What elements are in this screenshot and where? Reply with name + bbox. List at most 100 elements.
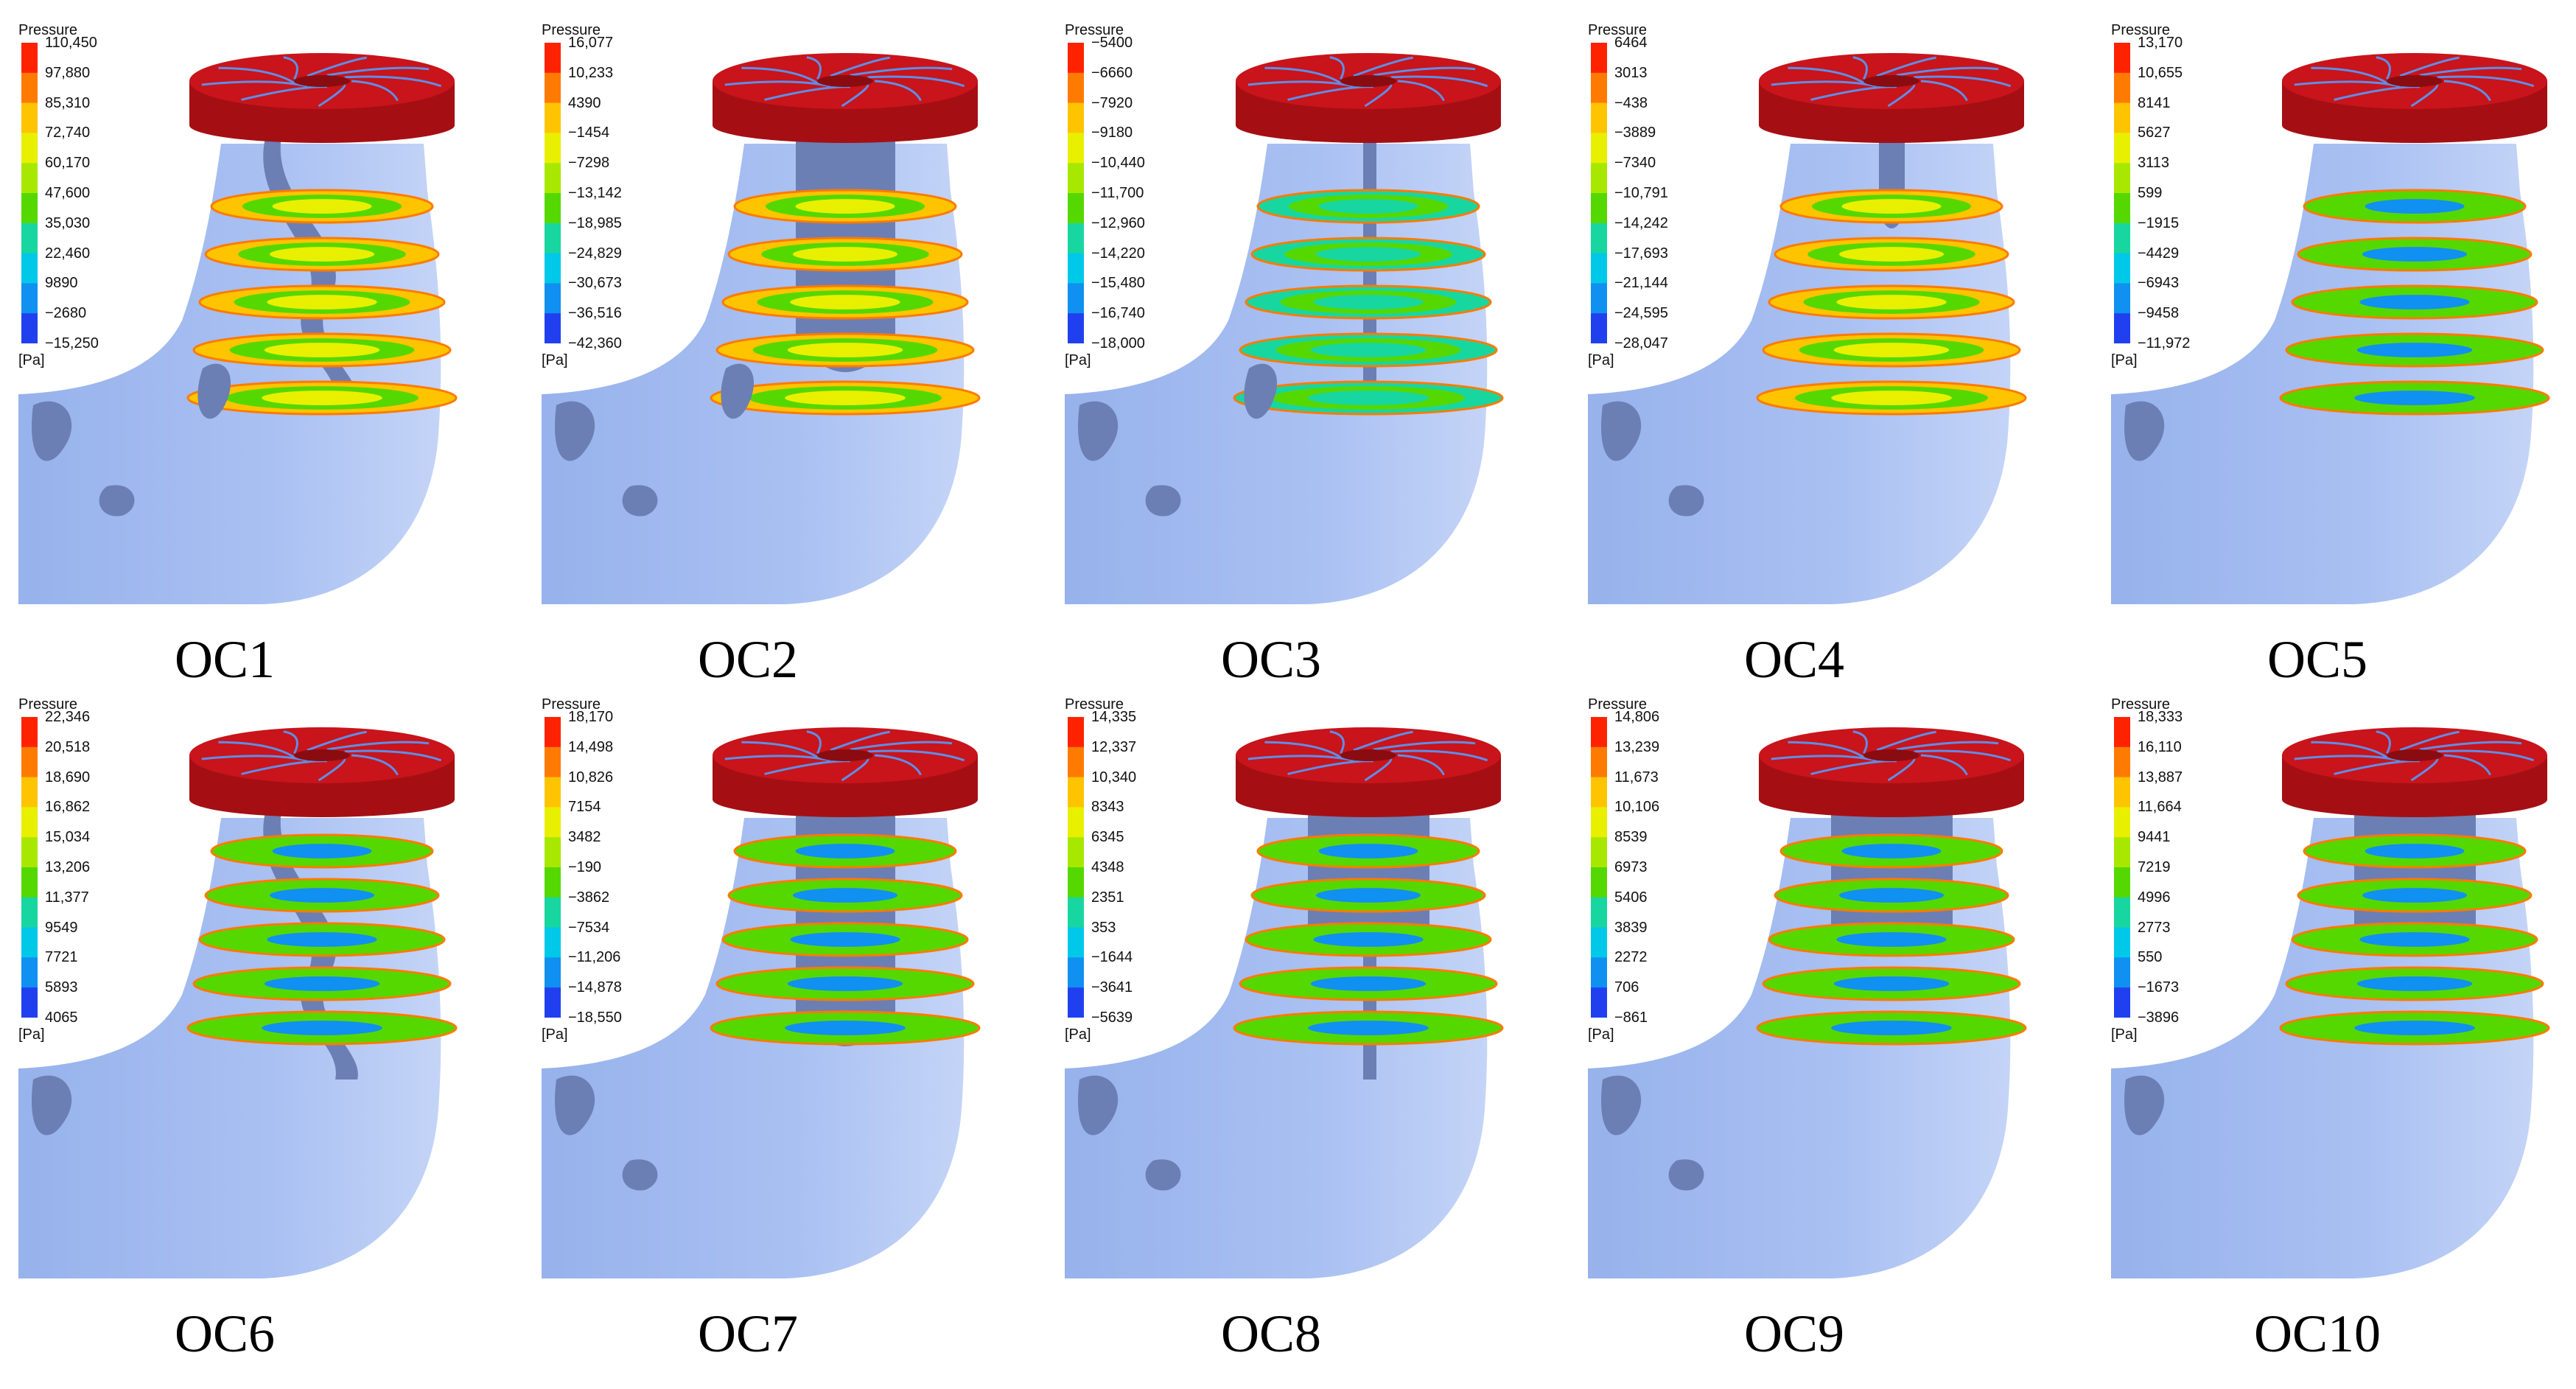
colorbar-segment	[21, 987, 38, 1018]
colorbar-segment	[1591, 867, 1607, 898]
colorbar-segment	[2114, 837, 2130, 868]
vortex-blob	[1668, 485, 1704, 517]
legend-tick-label: 10,826	[568, 769, 614, 786]
legend-tick-label: 6464	[1614, 35, 1648, 51]
legend-tick-label: 3482	[568, 829, 601, 846]
vortex-blob	[1668, 1159, 1704, 1191]
pressure-section-disc	[2285, 966, 2544, 1001]
legend-tick-label: −3889	[1614, 125, 1656, 141]
legend-unit: [Pa]	[1588, 352, 1614, 368]
vortex-blob	[622, 485, 658, 517]
vortex-blob	[721, 363, 755, 419]
colorbar	[545, 717, 561, 1018]
legend-tick-label: 22,460	[45, 245, 91, 262]
legend-title: Pressure	[1065, 22, 1124, 38]
colorbar-segment	[545, 102, 561, 133]
colorbar-segment	[1068, 163, 1084, 194]
colorbar-segment	[1591, 283, 1607, 314]
legend-tick-label: −18,985	[568, 214, 622, 231]
legend-tick-label: 13,206	[45, 859, 91, 875]
pressure-section-disc	[2303, 189, 2527, 224]
pressure-section-disc	[198, 922, 446, 957]
legend-unit: [Pa]	[1065, 1026, 1091, 1043]
legend-tick-label: −1673	[2138, 979, 2180, 996]
colorbar-segment	[1068, 897, 1084, 928]
pressure-section-disc	[198, 284, 446, 320]
pressure-section-disc	[1250, 878, 1486, 913]
colorbar-segment	[545, 867, 561, 898]
pressure-section-disc	[727, 878, 963, 913]
vortex-blob	[32, 401, 72, 461]
legend-tick-label: 5406	[1614, 889, 1648, 906]
colorbar-segment	[1068, 313, 1084, 343]
colorbar-segment	[21, 717, 38, 748]
legend-tick-label: −17,693	[1614, 245, 1668, 262]
panel-label: OC9	[1743, 1304, 1845, 1363]
colorbar-segment	[545, 313, 561, 343]
legend-tick-label: 14,498	[568, 738, 614, 755]
pressure-section-disc	[1233, 380, 1504, 416]
impeller	[1759, 53, 2024, 143]
colorbar-segment	[21, 163, 38, 194]
legend-tick-label: 18,170	[568, 709, 614, 725]
colorbar-segment	[1068, 927, 1084, 958]
legend-tick-label: −13,142	[568, 185, 622, 201]
legend-tick-label: 10,106	[1614, 799, 1660, 816]
pressure-section-disc	[1239, 966, 1498, 1001]
vortex-blob	[622, 1159, 658, 1191]
legend-tick-label: 10,233	[568, 64, 614, 81]
colorbar-segment	[1591, 193, 1607, 224]
panel-label: OC6	[174, 1304, 276, 1363]
legend-tick-label: −2680	[45, 305, 87, 322]
legend-tick-label: −6943	[2138, 275, 2180, 292]
colorbar-segment	[545, 957, 561, 988]
colorbar-segment	[1068, 72, 1084, 104]
pressure-section-disc	[2303, 833, 2527, 869]
legend-tick-label: −15,480	[1091, 275, 1145, 292]
legend-title: Pressure	[1065, 696, 1124, 713]
colorbar-segment	[545, 163, 561, 194]
pressure-legend: Pressure 16,077 10,233 4390 −1454 −7298 −13,14…	[542, 22, 652, 405]
panel-oc9: Pressure 14,806 13,239 11,673 10,106 8539 6973…	[1588, 696, 2104, 1374]
legend-tick-label: −14,220	[1091, 245, 1145, 262]
legend-tick-label: −3862	[568, 889, 610, 906]
pressure-section-disc	[2297, 878, 2533, 913]
legend-tick-label: −5400	[1091, 35, 1133, 51]
legend-unit: [Pa]	[2111, 1026, 2138, 1043]
colorbar-segment	[545, 987, 561, 1018]
legend-unit: [Pa]	[1065, 352, 1091, 368]
legend-tick-label: −10,791	[1614, 185, 1668, 201]
legend-unit: [Pa]	[18, 352, 45, 368]
colorbar-segment	[1068, 133, 1084, 164]
pressure-section-disc	[2291, 284, 2538, 320]
pressure-section-disc	[210, 189, 434, 224]
legend-tick-label: 16,110	[2138, 738, 2182, 755]
legend-title: Pressure	[2111, 22, 2171, 38]
colorbar-segment	[1068, 807, 1084, 838]
pressure-section-disc	[1774, 237, 2009, 272]
legend-tick-label: 3113	[2138, 155, 2170, 172]
colorbar-segment	[2114, 717, 2130, 748]
legend-tick-label: 22,346	[45, 709, 91, 725]
legend-tick-label: 20,518	[45, 738, 91, 755]
legend-tick-label: 9441	[2138, 829, 2171, 846]
legend-tick-label: 97,880	[45, 64, 91, 81]
pressure-legend: Pressure 18,333 16,110 13,887 11,664 9441 7219…	[2111, 696, 2222, 1080]
vortex-blob	[197, 363, 231, 419]
legend-tick-label: −28,047	[1614, 335, 1668, 351]
legend-tick-label: −7340	[1614, 155, 1656, 172]
legend-tick-label: 11,673	[1614, 769, 1659, 786]
colorbar-segment	[545, 193, 561, 224]
impeller	[2282, 727, 2547, 817]
legend-tick-label: −15,250	[45, 335, 99, 351]
vortex-blob	[99, 485, 135, 517]
legend-tick-label: 47,600	[45, 185, 91, 201]
legend-tick-label: 10,655	[2138, 64, 2183, 81]
legend-tick-label: 4065	[45, 1010, 78, 1026]
pressure-section-disc	[1245, 922, 1492, 957]
legend-tick-label: −42,360	[568, 335, 622, 351]
pressure-section-disc	[1762, 966, 2021, 1001]
panel-oc4: Pressure 6464 3013 −438 −3889 −7340 −10,791 −14…	[1588, 22, 2104, 700]
pressure-section-disc	[727, 237, 963, 272]
legend-tick-label: −10,440	[1091, 155, 1145, 172]
